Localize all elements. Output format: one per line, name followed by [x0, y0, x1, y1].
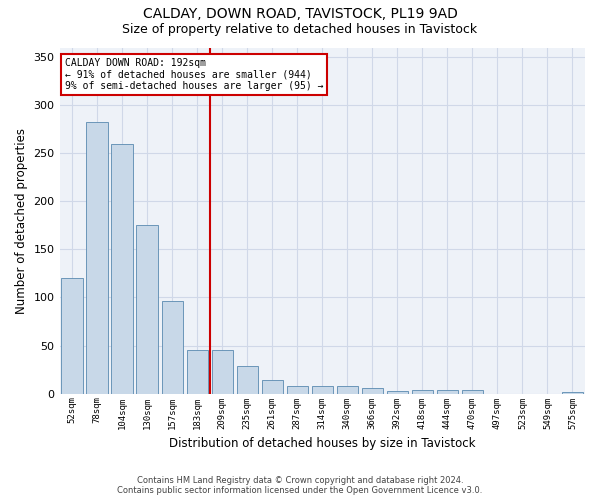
Text: CALDAY, DOWN ROAD, TAVISTOCK, PL19 9AD: CALDAY, DOWN ROAD, TAVISTOCK, PL19 9AD: [143, 8, 457, 22]
Text: Size of property relative to detached houses in Tavistock: Size of property relative to detached ho…: [122, 22, 478, 36]
Bar: [562, 392, 583, 394]
Bar: [136, 226, 158, 394]
X-axis label: Distribution of detached houses by size in Tavistock: Distribution of detached houses by size …: [169, 437, 476, 450]
Bar: [311, 386, 333, 394]
Bar: [362, 388, 383, 394]
Bar: [462, 390, 483, 394]
Text: CALDAY DOWN ROAD: 192sqm
← 91% of detached houses are smaller (944)
9% of semi-d: CALDAY DOWN ROAD: 192sqm ← 91% of detach…: [65, 58, 323, 91]
Bar: [161, 302, 183, 394]
Bar: [187, 350, 208, 394]
Y-axis label: Number of detached properties: Number of detached properties: [15, 128, 28, 314]
Bar: [61, 278, 83, 394]
Bar: [287, 386, 308, 394]
Bar: [412, 390, 433, 394]
Bar: [112, 144, 133, 394]
Bar: [337, 386, 358, 394]
Bar: [212, 350, 233, 394]
Bar: [236, 366, 258, 394]
Bar: [86, 122, 108, 394]
Text: Contains HM Land Registry data © Crown copyright and database right 2024.
Contai: Contains HM Land Registry data © Crown c…: [118, 476, 482, 495]
Bar: [387, 391, 408, 394]
Bar: [437, 390, 458, 394]
Bar: [262, 380, 283, 394]
